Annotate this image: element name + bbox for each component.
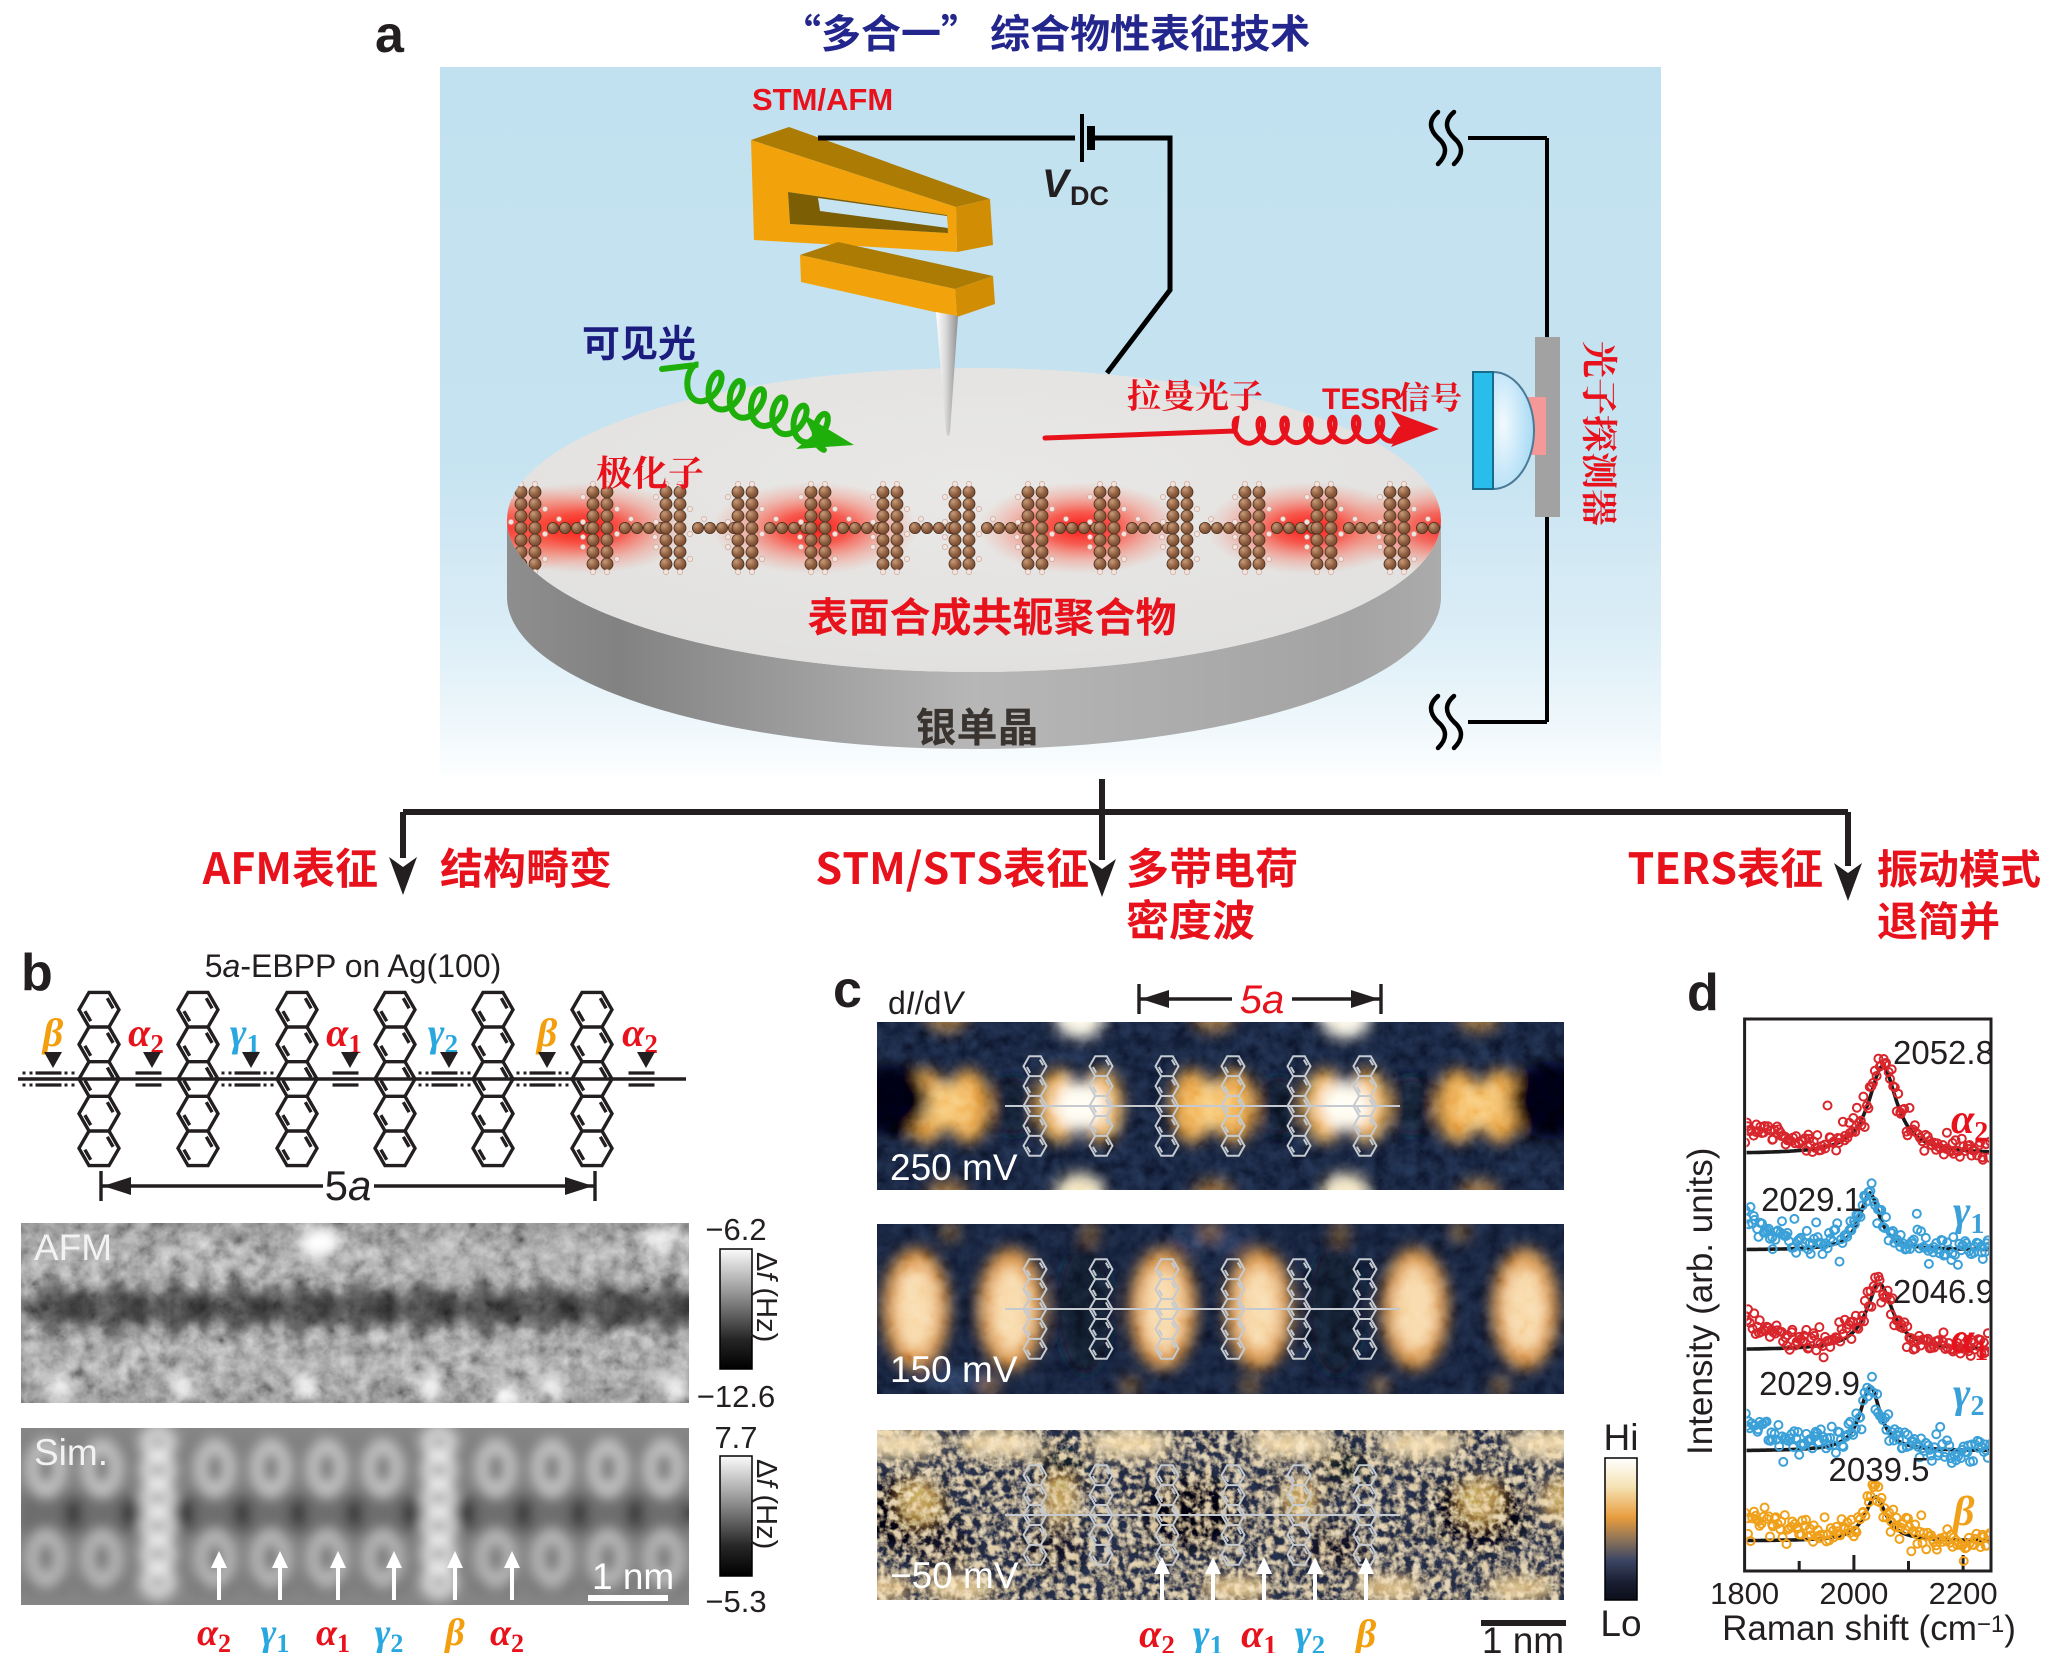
svg-text:2000: 2000 <box>1819 1576 1888 1611</box>
svg-text:c: c <box>833 961 862 1019</box>
svg-text:250 mV: 250 mV <box>890 1147 1018 1188</box>
svg-text:β: β <box>41 1010 64 1055</box>
svg-text:TESR: TESR <box>1322 383 1402 416</box>
svg-text:−6.2: −6.2 <box>705 1212 766 1247</box>
svg-text:Hi: Hi <box>1604 1417 1639 1458</box>
svg-text:STM/AFM: STM/AFM <box>752 82 893 117</box>
svg-text:α1: α1 <box>316 1612 350 1653</box>
svg-text:1 nm: 1 nm <box>592 1556 674 1597</box>
svg-text:β: β <box>535 1010 558 1055</box>
svg-text:−5.3: −5.3 <box>705 1584 766 1619</box>
svg-text:DC: DC <box>1070 181 1109 211</box>
svg-text:−50 mV: −50 mV <box>890 1555 1019 1596</box>
svg-text:Lo: Lo <box>1600 1603 1641 1644</box>
svg-text:Δf (Hz): Δf (Hz) <box>750 1459 782 1549</box>
svg-text:γ2: γ2 <box>1295 1611 1325 1653</box>
svg-text:a: a <box>375 6 405 64</box>
svg-text:dI/dV: dI/dV <box>888 985 965 1021</box>
svg-text:2052.8: 2052.8 <box>1893 1034 1994 1071</box>
svg-text:Intensity (arb. units): Intensity (arb. units) <box>1681 1148 1720 1455</box>
svg-text:2200: 2200 <box>1929 1576 1998 1611</box>
svg-text:1 nm: 1 nm <box>1482 1620 1564 1653</box>
svg-text:−12.6: −12.6 <box>697 1379 775 1414</box>
svg-text:150 mV: 150 mV <box>890 1349 1018 1390</box>
svg-text:β: β <box>443 1612 465 1653</box>
svg-text:b: b <box>21 944 53 1002</box>
svg-text:5a-EBPP on Ag(100): 5a-EBPP on Ag(100) <box>205 948 502 984</box>
svg-text:Sim.: Sim. <box>34 1432 108 1473</box>
svg-text:d: d <box>1687 964 1719 1022</box>
svg-text:2029.9: 2029.9 <box>1759 1365 1860 1402</box>
svg-text:Δf (Hz): Δf (Hz) <box>750 1252 782 1342</box>
svg-text:AFM: AFM <box>34 1227 112 1268</box>
svg-text:V: V <box>1042 162 1072 206</box>
svg-text:2046.9: 2046.9 <box>1893 1273 1994 1310</box>
svg-text:α2: α2 <box>197 1612 231 1653</box>
svg-text:5a: 5a <box>1240 978 1285 1022</box>
svg-text:Raman shift (cm−1): Raman shift (cm−1) <box>1722 1609 2016 1648</box>
svg-text:1800: 1800 <box>1710 1576 1779 1611</box>
svg-text:2039.5: 2039.5 <box>1829 1451 1930 1488</box>
svg-text:β: β <box>1354 1611 1377 1653</box>
svg-text:β: β <box>1951 1489 1975 1535</box>
svg-text:2029.1: 2029.1 <box>1761 1181 1862 1218</box>
svg-text:5a: 5a <box>325 1162 372 1209</box>
svg-text:7.7: 7.7 <box>714 1420 757 1455</box>
